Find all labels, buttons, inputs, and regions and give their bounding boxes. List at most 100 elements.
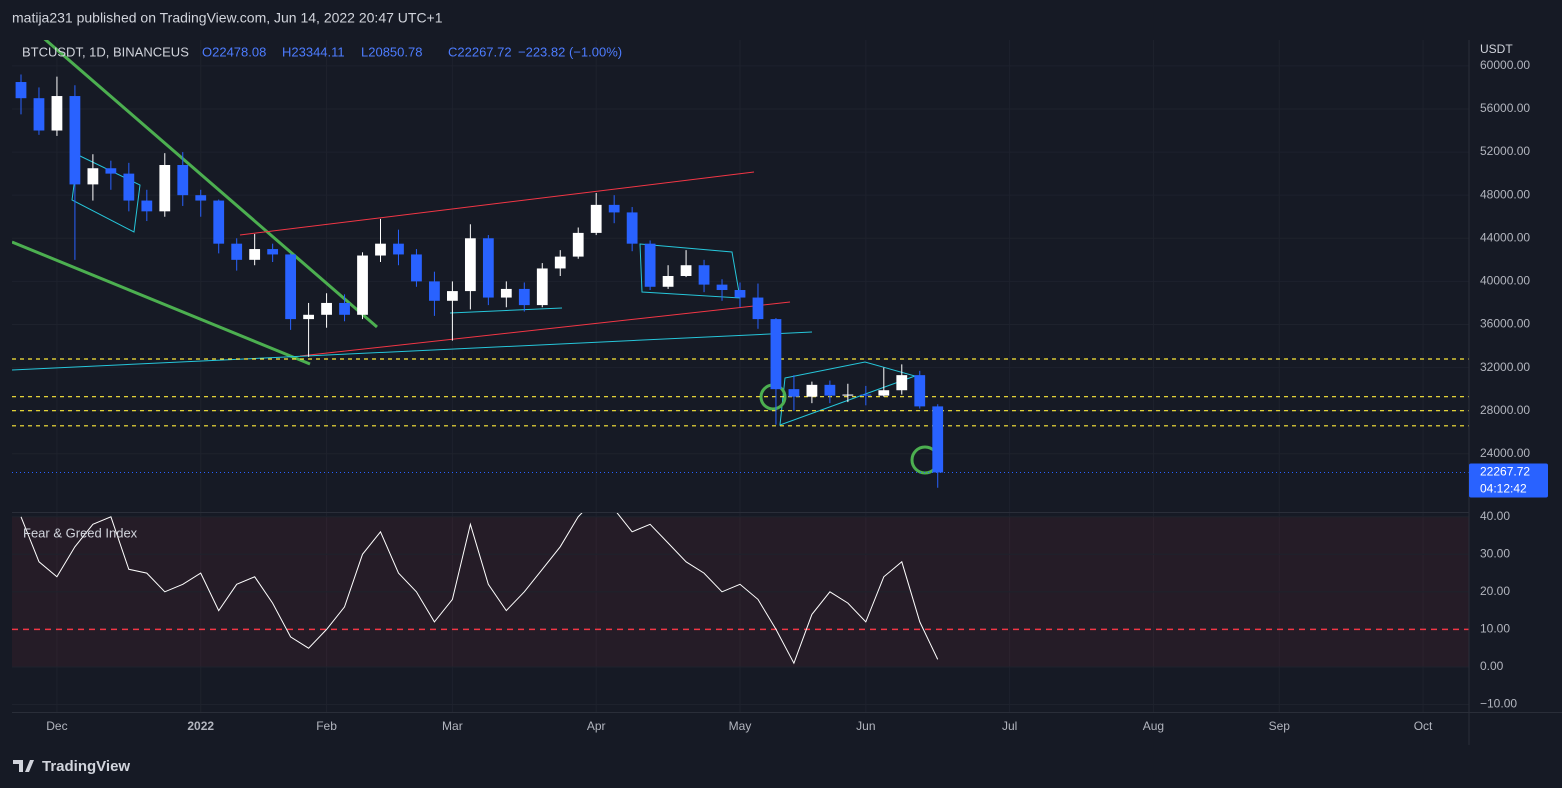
candle-body	[429, 281, 440, 301]
candle-body	[267, 249, 279, 255]
candle-body	[590, 204, 602, 233]
change-value: −223.82 (−1.00%)	[518, 44, 622, 59]
open-value: O22478.08	[202, 44, 266, 59]
candle-body	[500, 288, 512, 298]
candle-body	[716, 284, 728, 291]
support-line	[12, 331, 813, 371]
candle-body	[572, 232, 584, 257]
candle-body	[159, 165, 171, 212]
y-tick-label: 52000.00	[1480, 144, 1530, 158]
candle-body	[357, 255, 368, 315]
currency-label: USDT	[1480, 42, 1513, 56]
y-tick-label: 10.00	[1480, 622, 1510, 636]
candle-body	[213, 200, 225, 244]
indicator-name: Fear & Greed Index	[23, 525, 138, 540]
trend-line	[43, 40, 378, 329]
candle-body	[464, 238, 476, 292]
candle-body	[518, 288, 530, 306]
candle-body	[447, 291, 458, 301]
candle-body	[411, 254, 422, 282]
candle-body	[105, 168, 117, 174]
candle-body	[15, 82, 27, 99]
candle-body	[806, 384, 818, 397]
y-tick-label: 40000.00	[1480, 274, 1530, 288]
y-tick-label: 24000.00	[1480, 446, 1530, 460]
y-tick-label: 28000.00	[1480, 403, 1530, 417]
low-value: L20850.78	[361, 44, 422, 59]
close-value: C22267.72	[448, 44, 512, 59]
y-tick-label: 60000.00	[1480, 58, 1530, 72]
x-tick-label: Aug	[1143, 719, 1164, 733]
brand-logo	[13, 760, 34, 772]
candle-body	[536, 268, 548, 306]
candle-body	[482, 238, 494, 298]
candle-body	[680, 265, 692, 276]
high-value: H23344.11	[282, 44, 345, 59]
candle-body	[770, 319, 782, 390]
candle-body	[608, 204, 620, 213]
candle-body	[752, 297, 764, 320]
candle-body	[860, 394, 872, 396]
x-tick-label: Apr	[587, 719, 606, 733]
x-tick-label: Mar	[442, 719, 463, 733]
publisher: matija231 published on TradingView.com, …	[12, 10, 443, 26]
y-tick-label: 0.00	[1480, 659, 1504, 673]
candle-body	[51, 96, 63, 131]
candle-body	[177, 165, 189, 196]
axes: Dec 2022 Feb Mar Apr May Jun Jul Aug Sep Oct 24000.…	[12, 40, 1562, 745]
x-tick-label: 2022	[187, 719, 214, 733]
channel-line	[239, 171, 755, 236]
y-tick-label: −10.00	[1480, 697, 1517, 711]
x-tick-label: Jun	[856, 719, 875, 733]
candle-body	[249, 249, 261, 260]
candle-body	[932, 406, 944, 473]
flag-pattern	[71, 154, 141, 233]
candle-body	[33, 98, 45, 131]
candle-body	[788, 389, 800, 397]
support-line	[449, 307, 563, 314]
y-tick-label: 40.00	[1480, 509, 1510, 523]
indicator-line	[20, 513, 939, 665]
candle-body	[195, 195, 207, 201]
candle-body	[393, 243, 404, 255]
candle-body	[824, 384, 836, 396]
candle-body	[303, 314, 314, 320]
x-tick-label: May	[729, 719, 752, 733]
candle-body	[734, 290, 746, 298]
candle-body	[231, 243, 243, 260]
y-tick-label: 56000.00	[1480, 101, 1530, 115]
candle-body	[644, 243, 656, 287]
y-tick-label: 32000.00	[1480, 360, 1530, 374]
candle-body	[896, 375, 908, 391]
indicator-pane	[12, 513, 1469, 665]
x-tick-label: Sep	[1269, 719, 1291, 733]
candle-body	[878, 390, 890, 396]
candle-body	[141, 200, 153, 212]
candle-body	[662, 276, 674, 287]
candle-body	[123, 173, 135, 201]
candle-body	[69, 96, 81, 185]
symbol-title: BTCUSDT, 1D, BINANCEUS	[22, 44, 189, 59]
candle-body	[339, 302, 350, 315]
channel-line	[299, 301, 791, 357]
price-pane	[12, 74, 1469, 488]
x-tick-label: Jul	[1002, 719, 1017, 733]
trend-line	[12, 240, 311, 366]
y-tick-label: 48000.00	[1480, 187, 1530, 201]
candle-body	[285, 254, 297, 320]
y-tick-label: 30.00	[1480, 546, 1510, 560]
candle-body	[842, 394, 854, 396]
y-tick-label: 36000.00	[1480, 317, 1530, 331]
x-tick-label: Oct	[1414, 719, 1433, 733]
candle-body	[626, 212, 638, 244]
last-price-label: 22267.72	[1480, 465, 1530, 479]
x-tick-label: Feb	[316, 719, 337, 733]
y-tick-label: 20.00	[1480, 584, 1510, 598]
candle-body	[698, 265, 710, 285]
last-price-tag	[1469, 463, 1548, 498]
x-tick-label: Dec	[46, 719, 67, 733]
brand-name: TradingView	[42, 758, 130, 775]
y-tick-label: 44000.00	[1480, 230, 1530, 244]
